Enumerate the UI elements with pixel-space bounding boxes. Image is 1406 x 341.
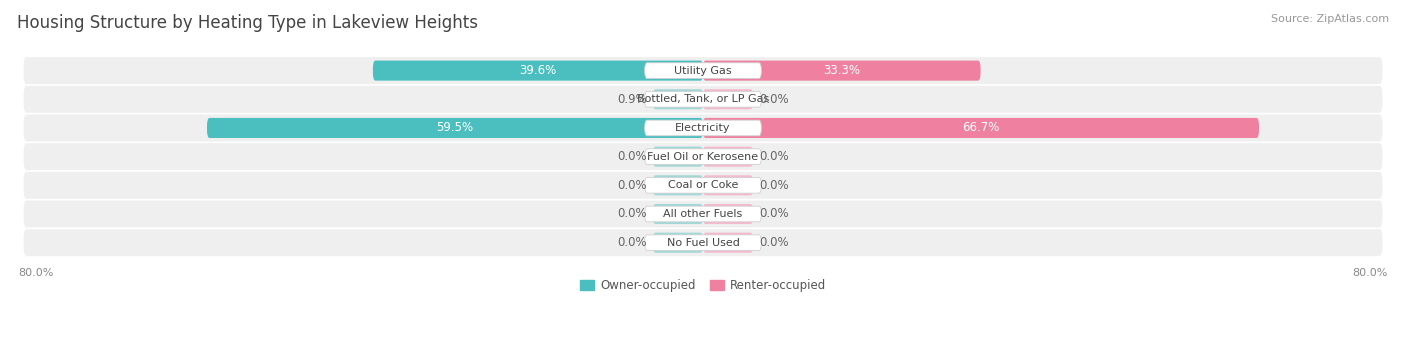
Text: No Fuel Used: No Fuel Used <box>666 238 740 248</box>
FancyBboxPatch shape <box>703 147 754 167</box>
Text: 0.0%: 0.0% <box>617 150 647 163</box>
FancyBboxPatch shape <box>644 177 762 193</box>
Text: All other Fuels: All other Fuels <box>664 209 742 219</box>
Text: Source: ZipAtlas.com: Source: ZipAtlas.com <box>1271 14 1389 24</box>
Text: 0.0%: 0.0% <box>759 207 789 221</box>
FancyBboxPatch shape <box>24 143 1382 170</box>
Text: 0.0%: 0.0% <box>617 236 647 249</box>
FancyBboxPatch shape <box>703 118 1258 138</box>
Text: 33.3%: 33.3% <box>824 64 860 77</box>
FancyBboxPatch shape <box>703 61 980 80</box>
Text: Housing Structure by Heating Type in Lakeview Heights: Housing Structure by Heating Type in Lak… <box>17 14 478 32</box>
FancyBboxPatch shape <box>652 204 703 224</box>
Text: Bottled, Tank, or LP Gas: Bottled, Tank, or LP Gas <box>637 94 769 104</box>
FancyBboxPatch shape <box>373 61 703 80</box>
Text: 66.7%: 66.7% <box>962 121 1000 134</box>
FancyBboxPatch shape <box>24 229 1382 256</box>
FancyBboxPatch shape <box>207 118 703 138</box>
Text: 0.0%: 0.0% <box>617 207 647 221</box>
FancyBboxPatch shape <box>652 147 703 167</box>
FancyBboxPatch shape <box>652 175 703 195</box>
FancyBboxPatch shape <box>24 201 1382 227</box>
FancyBboxPatch shape <box>24 115 1382 142</box>
Text: 0.0%: 0.0% <box>759 236 789 249</box>
FancyBboxPatch shape <box>24 57 1382 84</box>
Text: 0.0%: 0.0% <box>759 93 789 106</box>
FancyBboxPatch shape <box>703 233 754 253</box>
Text: 0.0%: 0.0% <box>759 150 789 163</box>
Text: 59.5%: 59.5% <box>436 121 474 134</box>
FancyBboxPatch shape <box>644 149 762 164</box>
Text: Electricity: Electricity <box>675 123 731 133</box>
Text: Fuel Oil or Kerosene: Fuel Oil or Kerosene <box>647 152 759 162</box>
FancyBboxPatch shape <box>24 172 1382 199</box>
FancyBboxPatch shape <box>652 233 703 253</box>
FancyBboxPatch shape <box>644 206 762 222</box>
FancyBboxPatch shape <box>644 91 762 107</box>
FancyBboxPatch shape <box>652 89 703 109</box>
FancyBboxPatch shape <box>24 86 1382 113</box>
Text: Utility Gas: Utility Gas <box>675 65 731 76</box>
FancyBboxPatch shape <box>644 235 762 251</box>
FancyBboxPatch shape <box>703 175 754 195</box>
Text: 0.9%: 0.9% <box>617 93 647 106</box>
FancyBboxPatch shape <box>703 89 754 109</box>
FancyBboxPatch shape <box>644 120 762 136</box>
Text: 39.6%: 39.6% <box>519 64 557 77</box>
Legend: Owner-occupied, Renter-occupied: Owner-occupied, Renter-occupied <box>575 275 831 297</box>
FancyBboxPatch shape <box>644 63 762 78</box>
Text: 0.0%: 0.0% <box>759 179 789 192</box>
FancyBboxPatch shape <box>703 204 754 224</box>
Text: 0.0%: 0.0% <box>617 179 647 192</box>
Text: Coal or Coke: Coal or Coke <box>668 180 738 190</box>
